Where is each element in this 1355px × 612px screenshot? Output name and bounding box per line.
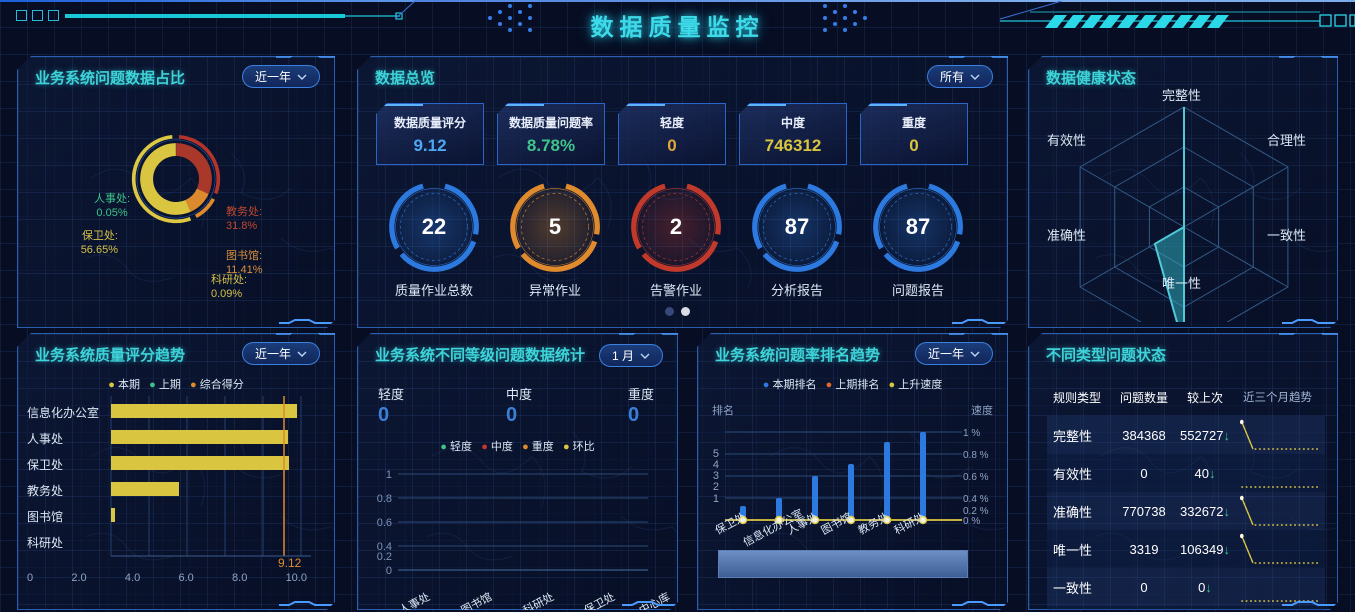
svg-text:0.8 %: 0.8 % [963, 450, 989, 461]
svg-text:0: 0 [386, 565, 392, 577]
svg-text:0.6 %: 0.6 % [963, 472, 989, 483]
svg-text:0.6: 0.6 [377, 517, 392, 529]
svg-text:0 %: 0 % [963, 516, 980, 527]
svg-text:0.8: 0.8 [377, 493, 392, 505]
svg-text:2: 2 [713, 481, 719, 493]
svg-text:1 %: 1 % [963, 428, 980, 439]
svg-text:1: 1 [386, 469, 392, 481]
svg-text:0.2: 0.2 [377, 551, 392, 563]
svg-text:0.4 %: 0.4 % [963, 494, 989, 505]
svg-text:1: 1 [713, 493, 719, 505]
